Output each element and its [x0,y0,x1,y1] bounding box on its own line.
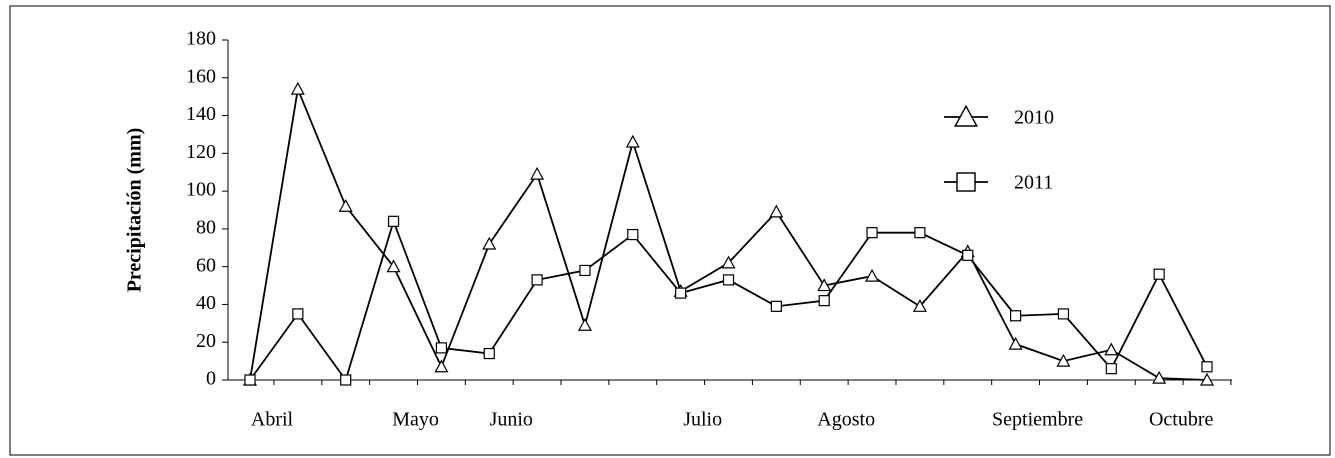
data-point [1105,363,1117,375]
data-point [912,299,927,312]
data-point [340,374,352,386]
data-point [1153,268,1165,280]
y-tick-label: 120 [186,141,216,163]
data-point [386,259,401,273]
data-point [579,264,591,277]
data-point [1104,342,1119,356]
frame [9,5,1331,456]
y-tick-label: 160 [186,65,216,87]
data-point [914,227,926,239]
legend-marker [956,172,976,192]
data-point [866,227,878,239]
data-point [625,134,640,148]
data-point [1201,361,1213,373]
series-line [249,85,1208,381]
x-tick-label: Abril [251,409,294,431]
data-point [531,274,543,286]
data-point [1152,370,1167,384]
x-tick-label: Septiembre [992,409,1083,431]
data-point [675,287,687,299]
data-point [483,347,495,360]
y-tick-label: 140 [186,103,216,125]
data-point [290,81,305,95]
y-tick-label: 80 [196,216,216,238]
data-point [962,249,974,261]
data-point [627,228,639,241]
x-tick-label: Agosto [817,409,875,431]
y-tick-label: 0 [206,368,216,390]
y-tick-label: 180 [186,28,216,50]
x-tick-label: Octubre [1149,409,1214,431]
legend-label: 2011 [1014,172,1053,194]
data-point [244,374,256,386]
data-point [1056,353,1071,367]
data-point [770,300,782,312]
data-point [865,268,880,282]
y-tick-label: 40 [196,292,216,314]
data-point [1008,336,1023,350]
data-point [387,215,400,227]
legend-marker [953,104,979,127]
data-point [530,166,545,180]
y-tick-label: 20 [196,330,216,352]
data-point [292,308,304,320]
y-axis-label: Precipitación (mm) [124,128,146,293]
x-tick-label: Mayo [392,409,439,431]
data-point [577,317,592,331]
data-point [1057,308,1070,320]
x-tick-label: Junio [490,409,533,431]
data-point [482,236,497,250]
data-point [1009,310,1022,322]
data-point [721,255,736,269]
data-point [817,278,832,292]
y-tick-label: 60 [196,254,216,276]
data-point [818,295,830,307]
y-tick-label: 100 [186,179,216,201]
data-point [769,204,784,218]
data-point [435,342,447,354]
data-point [722,274,735,286]
data-point [434,359,449,373]
x-tick-label: Julio [683,409,722,431]
data-point [338,198,353,212]
data-point [1199,372,1215,386]
legend-label: 2010 [1014,107,1054,129]
